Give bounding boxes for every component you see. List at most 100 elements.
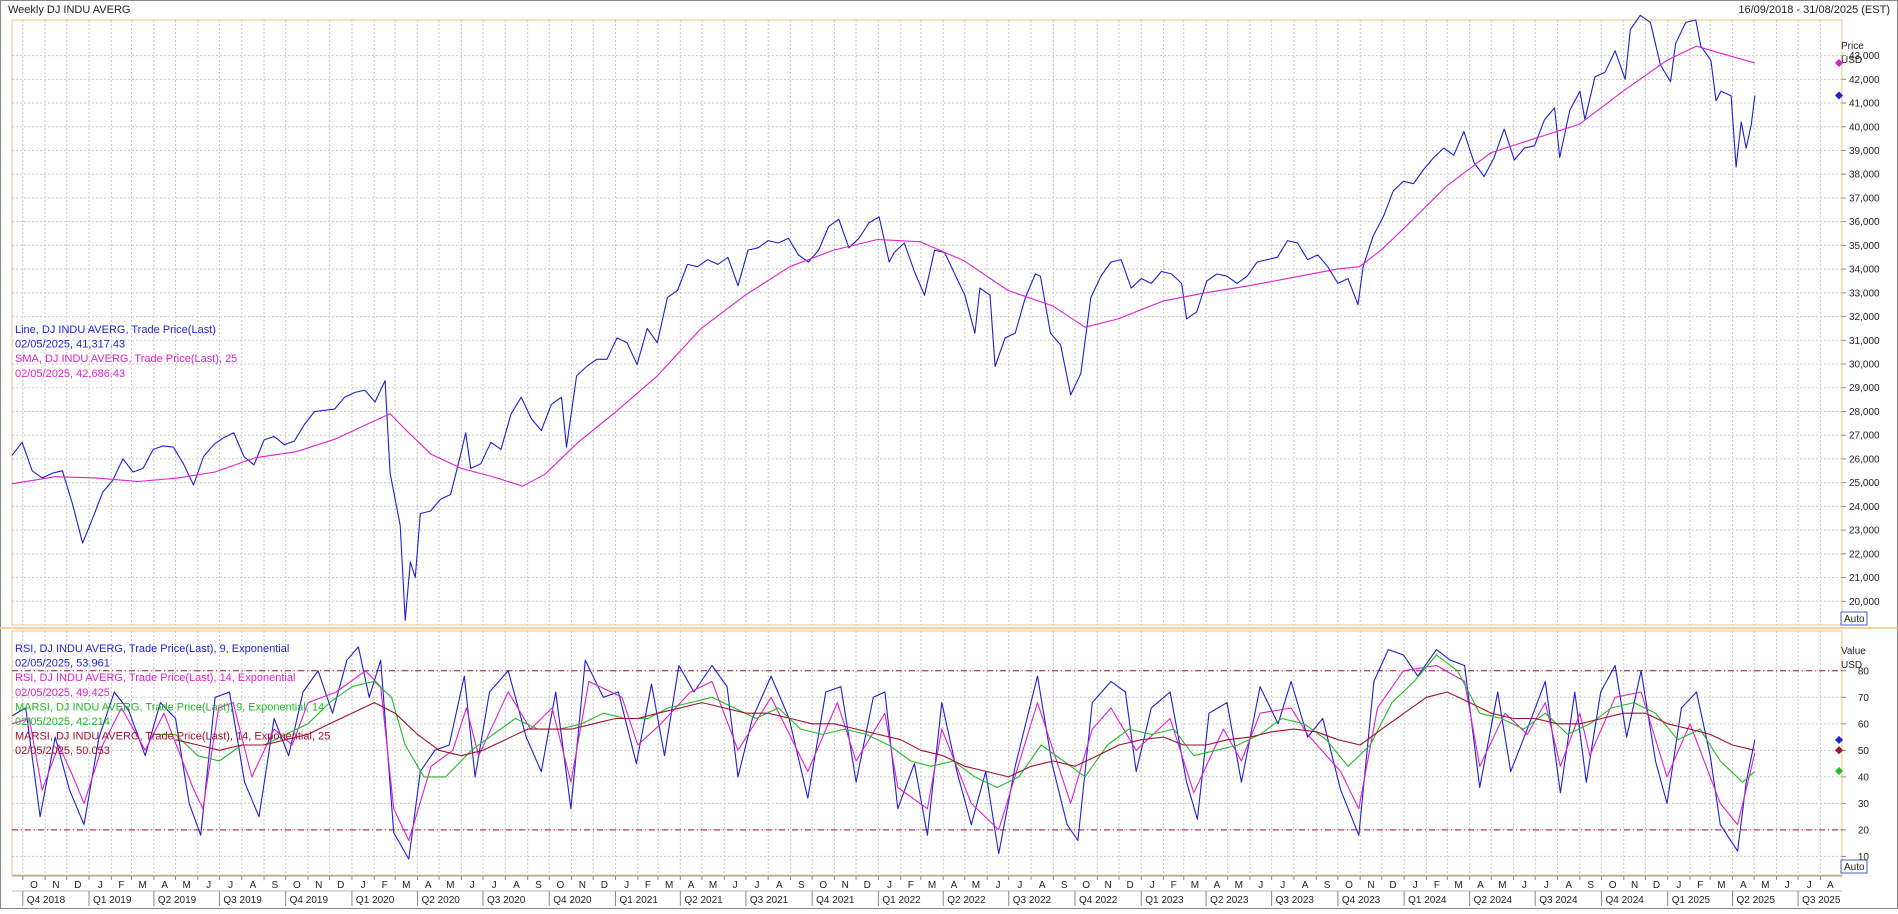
x-month-label: A [1302,880,1309,891]
x-month-label: J [733,880,738,891]
x-month-label: J [492,880,497,891]
rsi-last-value-marker [1835,766,1843,775]
x-month-label: J [887,880,892,891]
x-month-label: A [1214,880,1221,891]
x-month-label: A [1039,880,1046,891]
price-auto-label[interactable]: Auto [1844,614,1865,625]
price-y-tick-label: 21,000 [1849,573,1880,584]
x-month-label: M [139,880,147,891]
price-y-tick-label: 31,000 [1849,336,1880,347]
price-y-tick-label: 34,000 [1849,265,1880,276]
x-month-label: M [928,880,936,891]
x-month-label: A [425,880,432,891]
x-month-label: S [272,880,279,891]
rsi-auto-label[interactable]: Auto [1844,862,1865,873]
price-y-tick-label: 38,000 [1849,170,1880,181]
legend-entry[interactable]: RSI, DJ INDU AVERG, Trade Price(Last), 9… [15,643,289,655]
series-line-marsi-dj-indu-averg-trade-price-last-14-exponential-25[interactable] [175,691,1756,778]
price-y-tick-label: 35,000 [1849,241,1880,252]
x-month-label: J [1280,880,1285,891]
x-month-label: O [293,880,301,891]
x-month-label: J [1258,880,1263,891]
x-month-label: N [52,880,59,891]
legend-entry[interactable]: 02/05/2025, 41,317.43 [15,339,125,351]
x-month-label: J [470,880,475,891]
rsi-plot-frame[interactable] [11,630,1843,876]
date-range: 16/09/2018 - 31/08/2025 (EST) [1738,4,1890,16]
rsi-axis-unit: USD [1841,660,1862,671]
legend-entry[interactable]: MARSI, DJ INDU AVERG, Trade Price(Last),… [15,731,330,743]
price-y-tick-label: 36,000 [1849,217,1880,228]
series-line-line-dj-indu-averg-trade-price-last[interactable] [11,14,1756,621]
rsi-y-tick-label: 10 [1858,852,1870,863]
series-line-sma-dj-indu-averg-trade-price-last-25[interactable] [11,45,1756,487]
rsi-axis-title: Value [1841,646,1866,657]
x-month-label: F [1697,880,1703,891]
price-auto-button[interactable] [1840,611,1868,626]
x-month-label: S [1587,880,1594,891]
rsi-auto-button[interactable] [1840,859,1868,874]
x-quarter-label: Q3 2019 [223,895,262,906]
rsi-y-tick-label: 30 [1858,799,1870,810]
x-month-label: J [755,880,760,891]
legend-entry[interactable]: Line, DJ INDU AVERG, Trade Price(Last) [15,324,216,336]
price-y-tick-label: 41,000 [1849,99,1880,110]
x-quarter-label: Q3 2023 [1276,895,1315,906]
x-month-label: J [1413,880,1418,891]
x-month-label: N [1631,880,1638,891]
price-right-markers [1835,59,1843,100]
rsi-y-tick-label: 70 [1858,693,1870,704]
rsi-y-tick-label: 60 [1858,719,1870,730]
x-quarter-label: Q1 2021 [620,895,659,906]
x-quarter-label: Q3 2020 [487,895,526,906]
x-quarter-label: Q4 2020 [553,895,592,906]
price-y-tick-label: 30,000 [1849,360,1880,371]
legend-entry[interactable]: MARSI, DJ INDU AVERG, Trade Price(Last),… [15,701,324,713]
rsi-grid [12,631,1842,875]
price-y-tick-label: 39,000 [1849,146,1880,157]
legend-entry[interactable]: 02/05/2025, 49.425 [15,687,110,699]
x-month-label: M [1454,880,1462,891]
x-month-label: A [513,880,520,891]
price-plot-frame[interactable] [11,19,1843,626]
rsi-series [11,646,1756,860]
x-quarter-label: Q1 2022 [882,895,921,906]
series-line-rsi-dj-indu-averg-trade-price-last-9-exponential[interactable] [11,646,1756,860]
legend-entry[interactable]: 02/05/2025, 50.053 [15,745,110,757]
x-quarter-label: Q4 2022 [1079,895,1118,906]
x-month-label: S [798,880,805,891]
legend-entry[interactable]: 02/05/2025, 42.214 [15,716,110,728]
x-month-label: D [601,880,608,891]
x-quarter-label: Q4 2023 [1342,895,1381,906]
price-y-tick-label: 22,000 [1849,549,1880,560]
x-quarter-label: Q2 2024 [1474,895,1513,906]
price-y-tick-label: 26,000 [1849,454,1880,465]
price-series [11,14,1756,621]
x-month-label: J [1017,880,1022,891]
legend-entry[interactable]: 02/05/2025, 42,686.43 [15,368,125,380]
price-axis-title: Price [1841,41,1864,52]
legend-entry[interactable]: RSI, DJ INDU AVERG, Trade Price(Last), 1… [15,672,295,684]
price-y-tick-label: 40,000 [1849,122,1880,133]
price-y-tick-label: 32,000 [1849,312,1880,323]
x-month-label: O [819,880,827,891]
x-month-label: N [315,880,322,891]
series-line-rsi-dj-indu-averg-trade-price-last-14-exponential[interactable] [11,664,1756,842]
rsi-y-tick-label: 80 [1858,666,1870,677]
x-month-label: O [557,880,565,891]
x-month-label: D [864,880,871,891]
chart-title: Weekly DJ INDU AVERG [8,4,130,16]
x-quarter-label: Q2 2025 [1737,895,1776,906]
x-month-label: D [1389,880,1396,891]
x-quarter-label: Q4 2019 [290,895,329,906]
legend-entry[interactable]: SMA, DJ INDU AVERG, Trade Price(Last), 2… [15,353,237,365]
rsi-y-tick-label: 50 [1858,746,1870,757]
price-last-value-marker [1835,91,1843,100]
price-axis-unit: USD [1841,55,1862,66]
price-grid [12,20,1842,625]
x-quarter-label: Q2 2020 [421,895,460,906]
legend-entry[interactable]: 02/05/2025, 53.961 [15,658,110,670]
price-legend: Line, DJ INDU AVERG, Trade Price(Last) 02… [15,324,237,380]
